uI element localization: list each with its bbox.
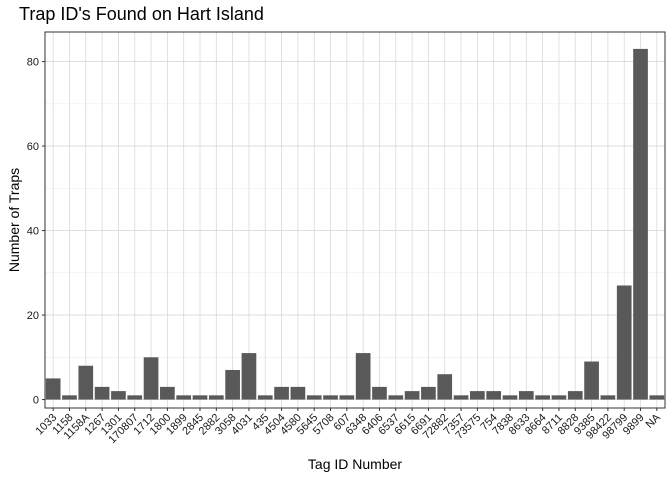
bar-NA	[649, 395, 665, 400]
bar-72882	[437, 374, 453, 400]
bar-4580	[290, 386, 306, 400]
bar-98422	[600, 395, 616, 400]
bar-754	[486, 391, 502, 400]
bar-8828	[567, 391, 583, 400]
bar-607	[339, 395, 355, 400]
chart-title: Trap ID's Found on Hart Island	[19, 4, 264, 24]
x-tick-label: NA	[644, 411, 664, 431]
bar-7838	[502, 395, 518, 400]
bar-5708	[323, 395, 338, 400]
bar-2882	[208, 395, 224, 400]
x-axis-title: Tag ID Number	[308, 456, 402, 472]
bar-1267	[94, 386, 110, 400]
bar-3058	[225, 369, 240, 400]
y-tick-label: 80	[27, 57, 39, 69]
y-axis-title: Number of Traps	[6, 168, 22, 272]
y-tick-label: 40	[27, 226, 39, 238]
bar-6691	[421, 386, 436, 400]
bar-9385	[584, 361, 599, 400]
bar-4031	[241, 353, 257, 400]
x-axis-ticks: 103311581158A126713011708071712180018992…	[33, 408, 663, 446]
bar-8633	[518, 391, 534, 400]
grid-lines	[45, 32, 665, 408]
y-axis-ticks: 0 20 40 60 80	[27, 57, 45, 407]
bar-2845	[192, 395, 208, 400]
plot-panel	[45, 32, 665, 408]
bar-1712	[143, 357, 159, 400]
bar-1158	[62, 395, 77, 400]
y-tick-label: 20	[27, 310, 39, 322]
bar-8664	[535, 395, 550, 400]
y-tick-label: 60	[27, 141, 39, 153]
bars	[45, 48, 665, 400]
bar-170807	[127, 395, 143, 400]
bar-98799	[616, 285, 632, 400]
bar-7357	[453, 395, 469, 400]
bar-6348	[355, 353, 371, 400]
bar-4504	[274, 386, 289, 400]
bar-6615	[404, 391, 420, 400]
y-tick-label: 0	[33, 395, 39, 407]
bar-5645	[306, 395, 322, 400]
bar-9899	[633, 48, 648, 400]
bar-73575	[470, 391, 485, 400]
bar-6537	[388, 395, 404, 400]
plot-panel-border	[44, 31, 666, 409]
bar-435	[257, 395, 273, 400]
bar-1158A	[78, 365, 94, 400]
bar-1301	[111, 391, 126, 400]
bar-1800	[160, 386, 175, 400]
bar-6406	[372, 386, 387, 400]
bar-1033	[45, 378, 61, 400]
bar-8711	[551, 395, 567, 400]
bar-1899	[176, 395, 192, 400]
